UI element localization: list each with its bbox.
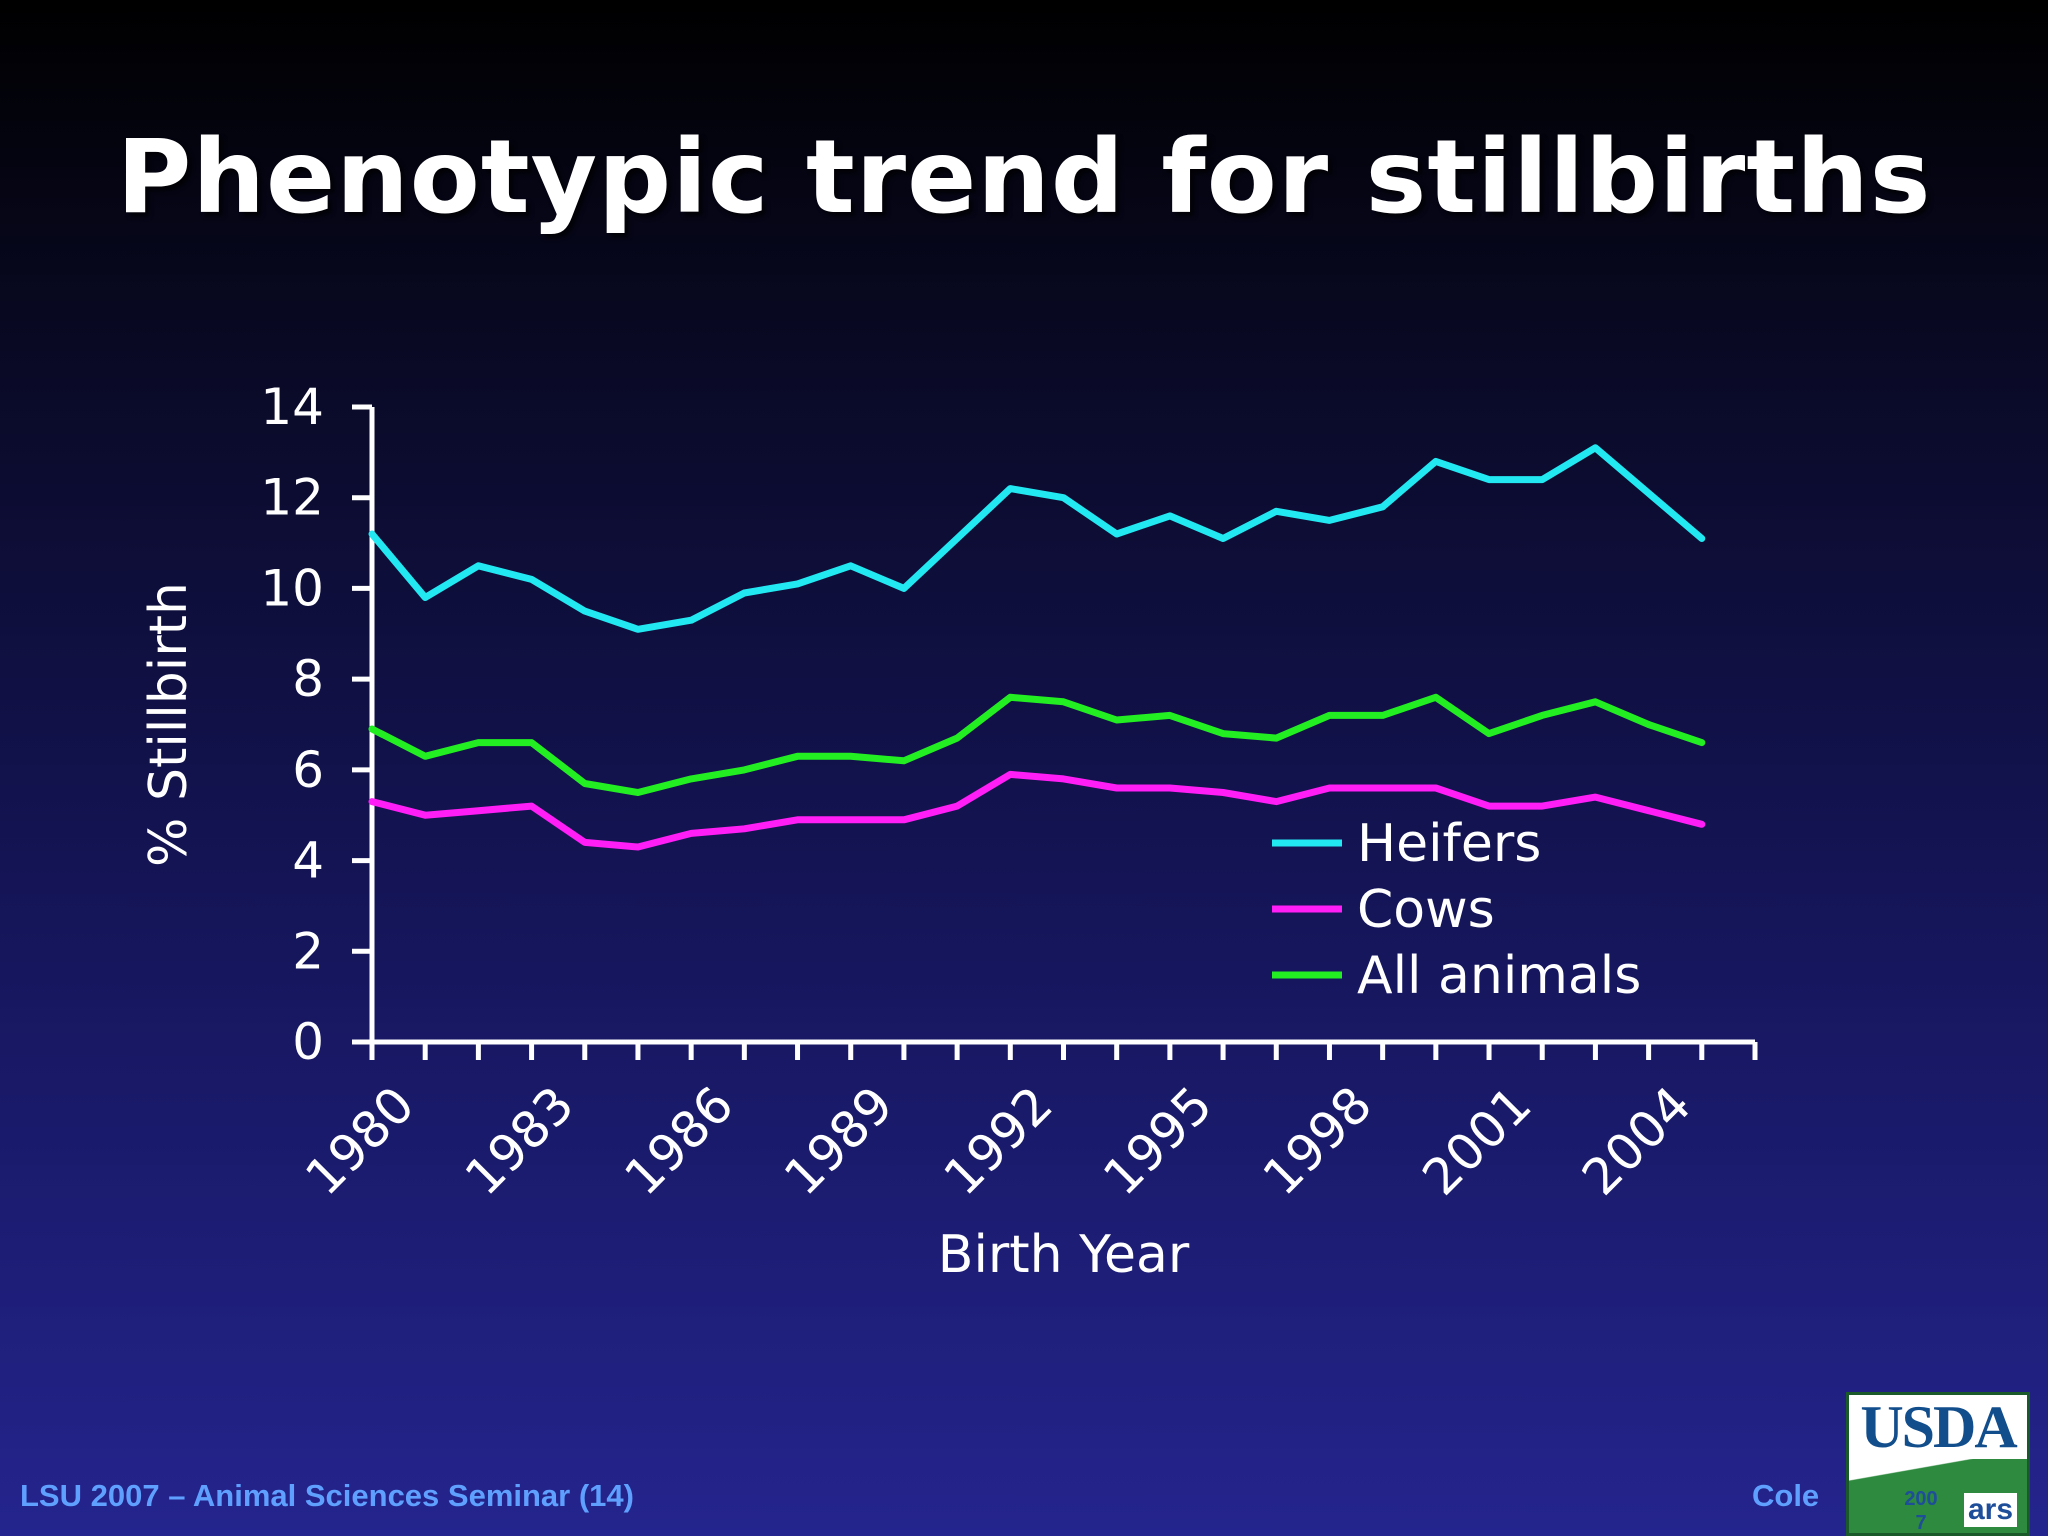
x-tick-label: 2004 <box>1571 1075 1702 1206</box>
slide-title: Phenotypic trend for stillbirths <box>116 118 1932 237</box>
footer-author: Cole <box>1752 1478 1820 1513</box>
y-tick-label: 6 <box>292 741 324 799</box>
usda-logo: USDA 2007 ars <box>1846 1392 2030 1536</box>
usda-logo-wordmark: USDA <box>1860 1394 2017 1460</box>
legend-label-cows: Cows <box>1357 880 1495 940</box>
x-tick-label: 1983 <box>454 1075 585 1206</box>
x-tick-label: 2001 <box>1412 1075 1543 1206</box>
ars-logo-mark: ars <box>1963 1493 2017 1527</box>
footer-seminar-label: LSU 2007 – Animal Sciences Seminar (14) <box>20 1478 634 1513</box>
series-line-cows <box>368 770 1706 851</box>
x-tick-label: 1995 <box>1092 1075 1223 1206</box>
y-tick-label: 14 <box>260 378 324 436</box>
x-tick-label: 1992 <box>933 1075 1064 1206</box>
y-tick-label: 2 <box>292 922 324 980</box>
x-tick-label: 1998 <box>1252 1075 1383 1206</box>
x-tick-label: 1989 <box>773 1075 904 1206</box>
y-axis-title: % Stillbirth <box>139 582 199 867</box>
series-line-heifers <box>368 444 1706 633</box>
y-tick-label: 4 <box>292 832 324 890</box>
y-tick-label: 12 <box>260 469 324 527</box>
legend-label-all-animals: All animals <box>1357 946 1641 1006</box>
logo-year-label: 2007 <box>1904 1488 1938 1534</box>
x-tick-label: 1980 <box>294 1075 425 1206</box>
y-tick-label: 10 <box>260 559 324 617</box>
x-tick-label: 1986 <box>614 1075 745 1206</box>
legend-label-heifers: Heifers <box>1357 814 1541 874</box>
x-axis-title: Birth Year <box>938 1225 1190 1285</box>
series-line-all-animals <box>368 693 1706 796</box>
y-tick-label: 0 <box>292 1013 324 1071</box>
y-tick-label: 8 <box>292 650 324 708</box>
